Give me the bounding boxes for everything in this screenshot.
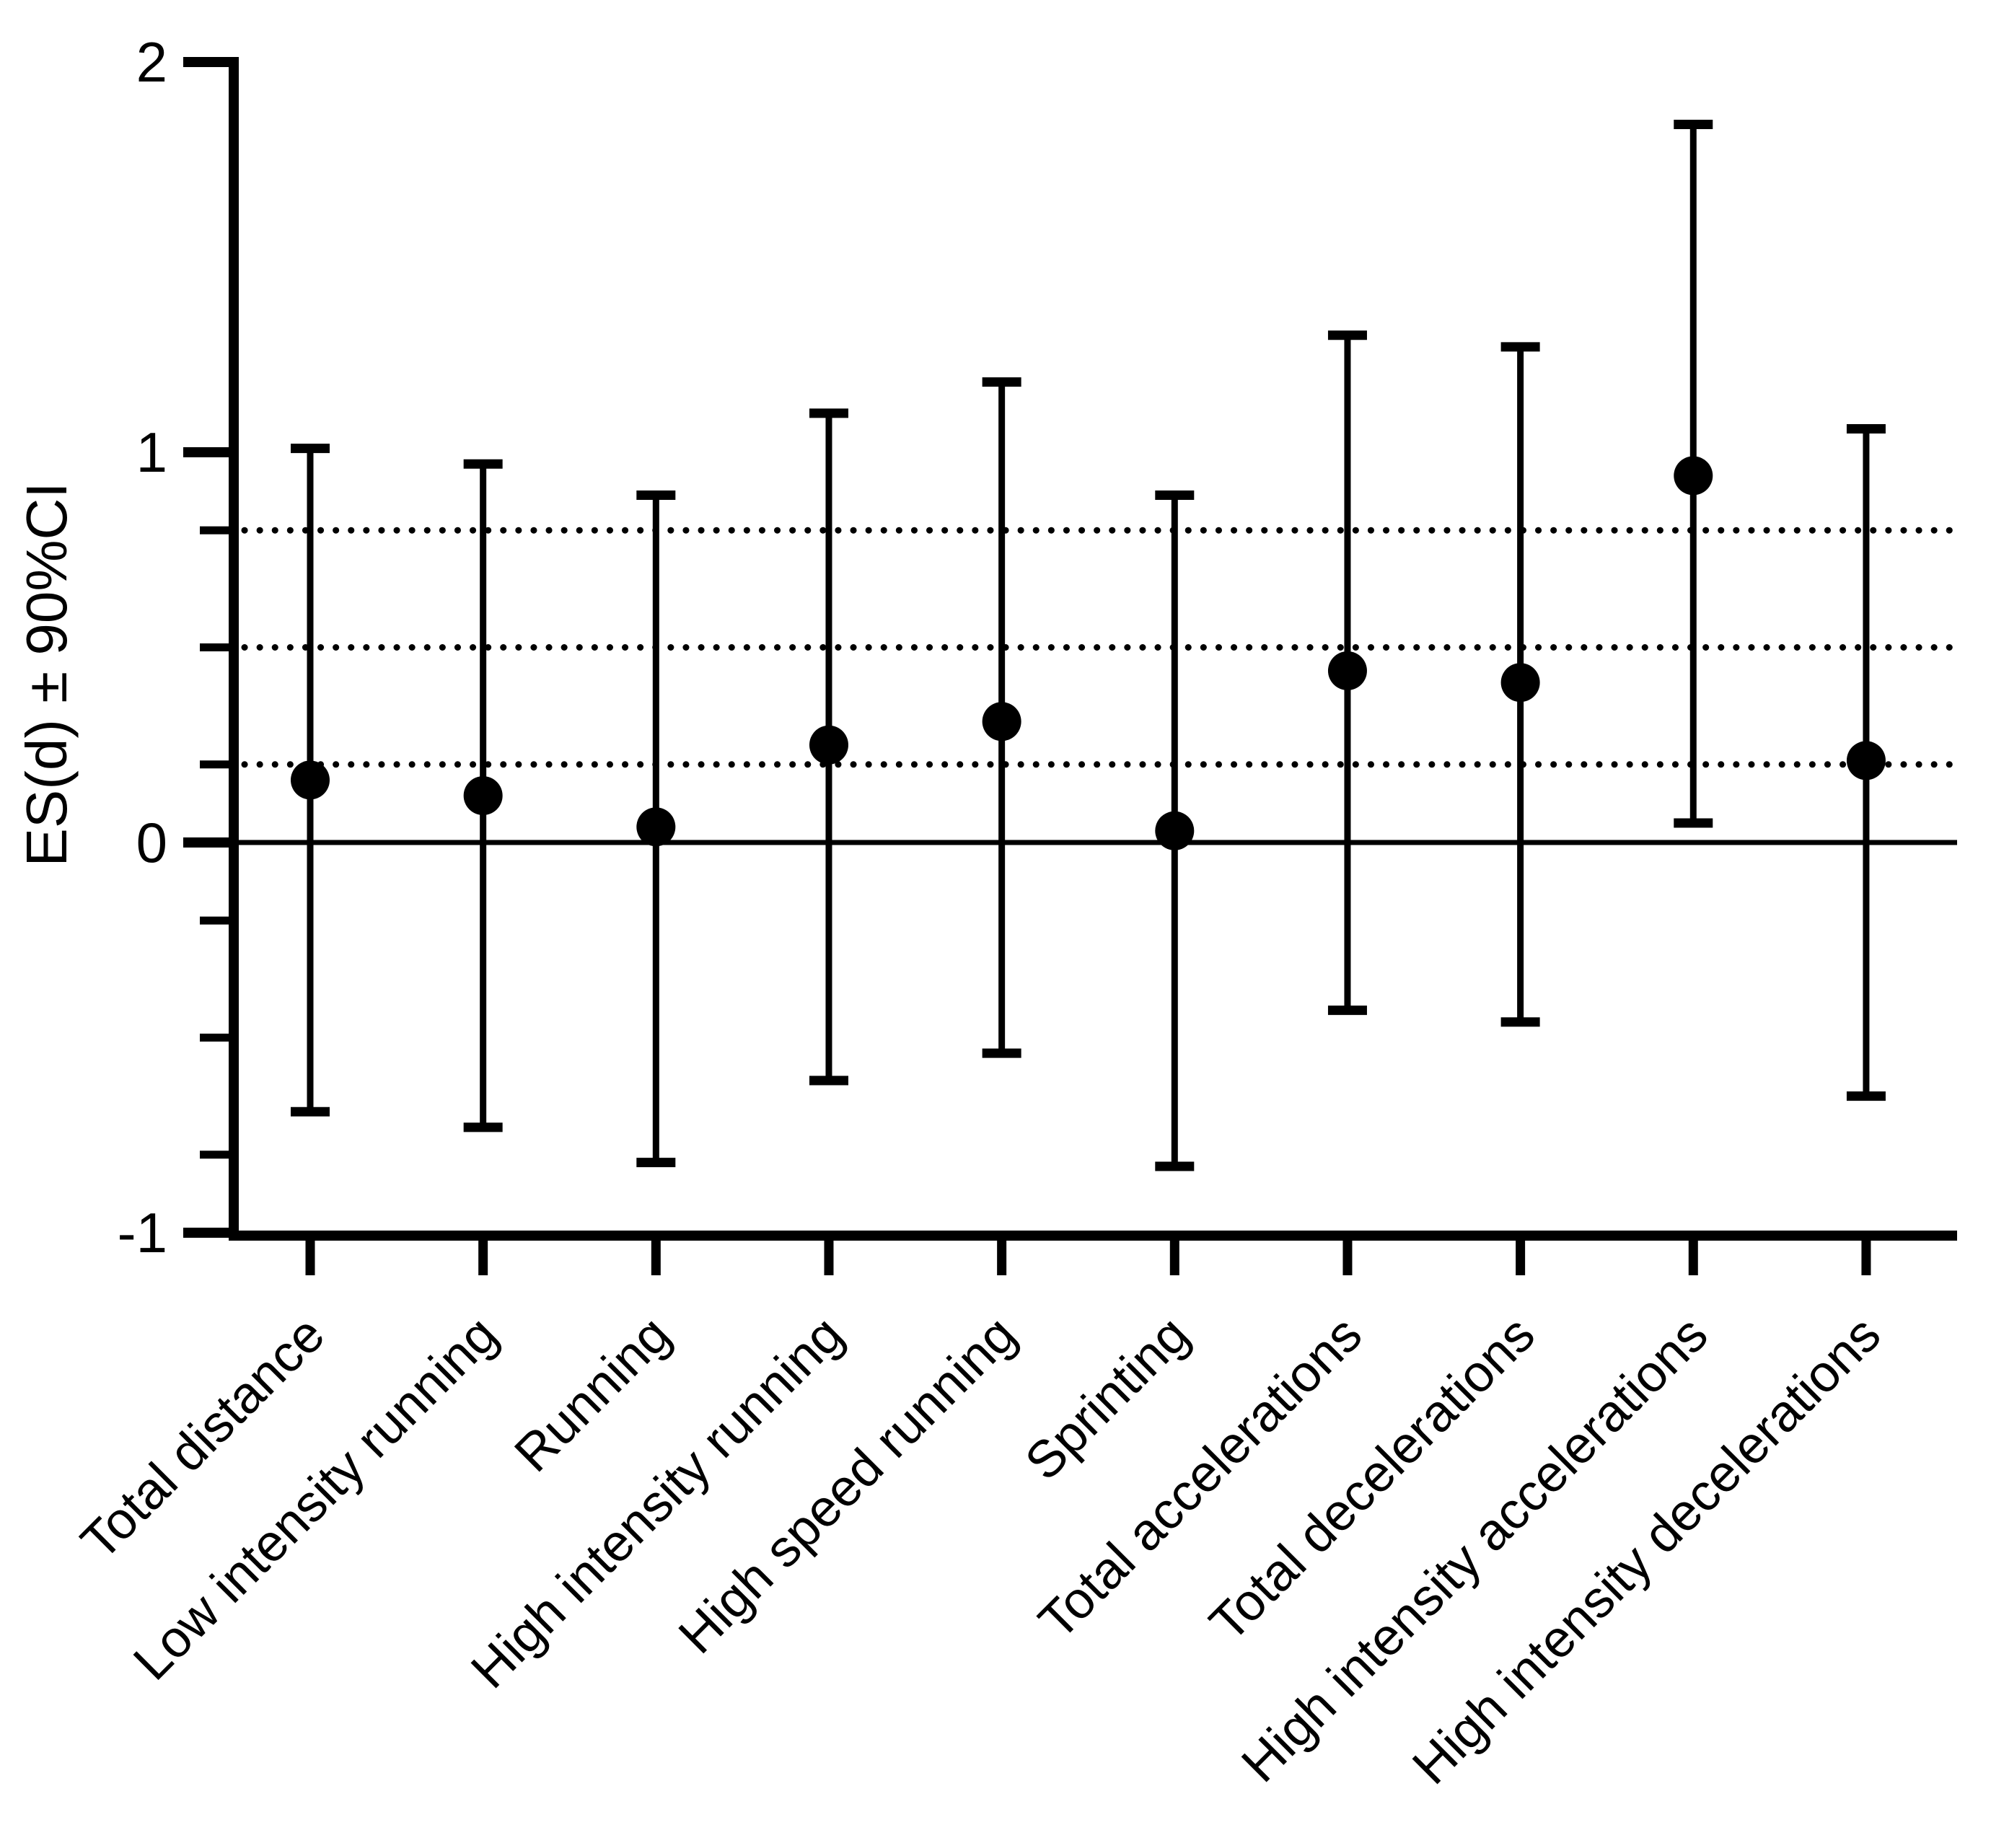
x-category-label-total-accelerations: Total accelerations <box>1028 1306 1373 1650</box>
data-point-low-intensity-running <box>463 776 503 816</box>
y-axis-line <box>229 57 239 1241</box>
x-category-label-sprinting: Sprinting <box>1014 1306 1200 1492</box>
y-minor-tick--0.8 <box>200 1150 229 1159</box>
data-point-running <box>636 807 676 847</box>
x-tick-total-accelerations <box>1342 1241 1353 1275</box>
data-points-layer <box>291 456 1886 850</box>
reference-lines-layer <box>239 527 1961 845</box>
x-tick-running <box>651 1241 661 1275</box>
x-tick-high-intensity-running <box>824 1241 834 1275</box>
y-major-tick-2 <box>183 57 229 67</box>
y-minor-tick--0.5 <box>200 1034 229 1042</box>
axes-layer <box>183 57 1957 1275</box>
y-tick-label--1: -1 <box>118 1201 167 1264</box>
data-point-total-accelerations <box>1327 651 1367 690</box>
y-minor-tick--0.2 <box>200 916 229 925</box>
data-point-total-distance <box>291 760 330 800</box>
data-point-sprinting <box>1155 811 1195 850</box>
x-category-label-high-speed-running: High speed running <box>668 1306 1027 1665</box>
x-tick-low-intensity-running <box>478 1241 488 1275</box>
x-tick-high-intensity-accelerations <box>1688 1241 1698 1275</box>
data-point-high-speed-running <box>982 702 1021 742</box>
y-major-tick-1 <box>183 447 229 457</box>
data-point-high-intensity-accelerations <box>1674 456 1713 496</box>
data-point-total-decelerations <box>1500 663 1540 703</box>
x-category-label-total-decelerations: Total decelerations <box>1199 1306 1546 1653</box>
data-point-high-intensity-running <box>809 725 848 765</box>
y-tick-label-1: 1 <box>136 421 167 484</box>
x-axis-line <box>229 1231 1957 1241</box>
x-tick-total-decelerations <box>1516 1241 1526 1275</box>
x-tick-sprinting <box>1169 1241 1179 1275</box>
y-major-tick-0 <box>183 837 229 848</box>
x-tick-total-distance <box>305 1241 315 1275</box>
y-tick-label-2: 2 <box>136 30 167 94</box>
x-tick-high-speed-running <box>997 1241 1007 1275</box>
y-tick-label-0: 0 <box>136 811 167 874</box>
y-minor-tick-0.8 <box>200 526 229 534</box>
y-major-tick--1 <box>183 1228 229 1238</box>
y-axis-title: ES(d) ± 90%CI <box>14 483 79 867</box>
data-point-high-intensity-decelerations <box>1846 741 1886 780</box>
y-minor-tick-0.5 <box>200 643 229 651</box>
y-minor-tick-0.2 <box>200 760 229 769</box>
x-category-label-running: Running <box>504 1306 681 1483</box>
x-tick-high-intensity-decelerations <box>1861 1241 1871 1275</box>
